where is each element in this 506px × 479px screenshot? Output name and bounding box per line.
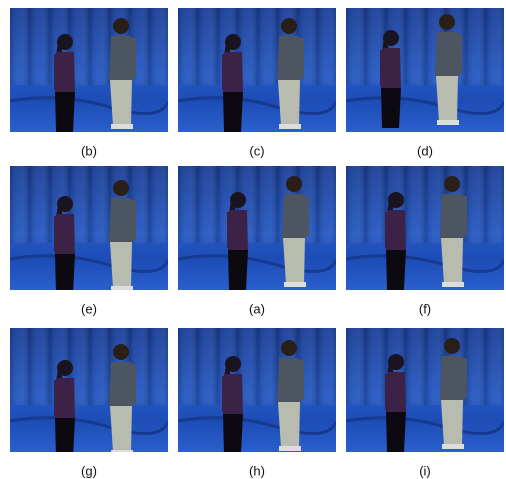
panel-label: (g)	[81, 463, 97, 478]
curtain-fold	[150, 328, 170, 405]
curtain-fold	[258, 328, 278, 405]
photo	[346, 328, 506, 452]
curtain-fold	[486, 166, 506, 243]
curtain-fold	[198, 8, 218, 85]
curtain-fold	[90, 8, 110, 85]
curtain-fold	[318, 8, 338, 85]
curtain-fold	[366, 328, 386, 405]
panel: (i)	[346, 328, 506, 478]
panel-label: (e)	[81, 301, 97, 316]
panel: (h)	[178, 328, 338, 478]
panel-label: (b)	[81, 143, 97, 158]
photo	[346, 166, 506, 290]
panel: (e)	[10, 166, 170, 316]
photo	[10, 166, 170, 294]
panel-label: (i)	[419, 463, 431, 478]
panel-label: (c)	[249, 143, 264, 158]
curtain-fold	[178, 166, 198, 243]
curtain-fold	[30, 8, 50, 85]
curtain-fold	[178, 8, 198, 85]
curtain-fold	[466, 8, 486, 85]
curtain-fold	[90, 166, 110, 243]
panel-label: (h)	[249, 463, 265, 478]
panel: (b)	[10, 8, 170, 158]
curtain-fold	[466, 166, 486, 243]
curtain-fold	[406, 8, 426, 85]
photo	[10, 8, 170, 132]
curtain-fold	[366, 166, 386, 243]
page: (b)(c)(d)(e)(a)(f)(g)(h)(i) (() => { con…	[0, 0, 506, 479]
panel-label: (d)	[417, 143, 433, 158]
curtain-fold	[486, 328, 506, 405]
panel: (c)	[178, 8, 338, 158]
curtain-fold	[30, 328, 50, 405]
curtain-fold	[10, 328, 30, 405]
curtain-fold	[318, 328, 338, 405]
panel: (d)	[346, 8, 506, 158]
curtain-fold	[318, 166, 338, 243]
curtain-fold	[150, 166, 170, 243]
curtain-fold	[150, 8, 170, 85]
curtain-fold	[198, 166, 218, 243]
curtain-fold	[178, 328, 198, 405]
curtain-fold	[10, 8, 30, 85]
curtain-fold	[258, 8, 278, 85]
photo	[10, 328, 170, 458]
photo	[346, 8, 506, 132]
curtain-fold	[406, 166, 426, 243]
curtain-fold	[90, 328, 110, 405]
curtain-fold	[486, 8, 506, 85]
curtain-fold	[10, 166, 30, 243]
panel: (f)	[346, 166, 506, 316]
curtain-fold	[466, 328, 486, 405]
figure: (b) (c) (d) (e) (a) (f) (g) (h) (i)	[0, 0, 506, 479]
curtain-fold	[30, 166, 50, 243]
curtain-fold	[346, 328, 366, 405]
photo	[178, 166, 338, 290]
curtain-fold	[346, 166, 366, 243]
curtain-fold	[198, 328, 218, 405]
curtain-fold	[258, 166, 278, 243]
photo	[178, 328, 338, 454]
panel: (a)	[178, 166, 338, 316]
panel-label: (f)	[419, 301, 431, 316]
photo	[178, 8, 338, 132]
curtain-fold	[346, 8, 366, 85]
panel: (g)	[10, 328, 170, 478]
panel-label: (a)	[249, 301, 265, 316]
curtain-fold	[406, 328, 426, 405]
